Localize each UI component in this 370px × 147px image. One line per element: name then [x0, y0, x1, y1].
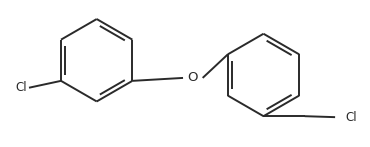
Text: O: O	[188, 71, 198, 84]
Text: Cl: Cl	[345, 111, 357, 124]
Text: Cl: Cl	[15, 81, 27, 94]
